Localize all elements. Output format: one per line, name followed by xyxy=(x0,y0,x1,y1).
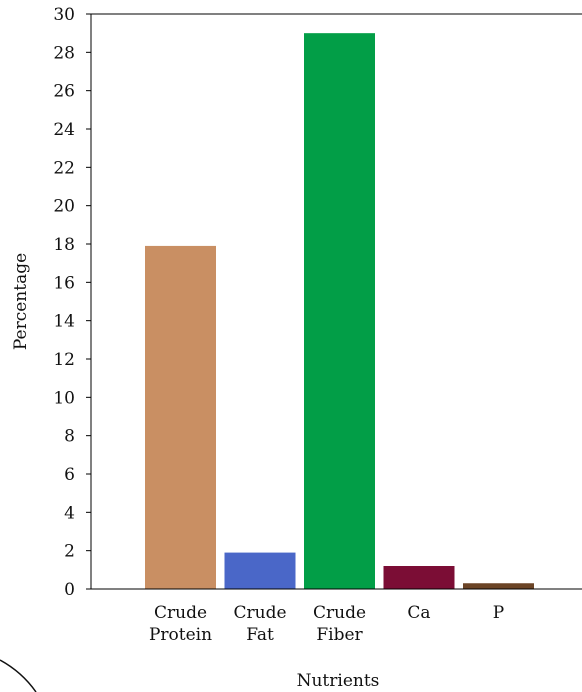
decorative-corner-curve xyxy=(0,659,37,692)
x-category-label: Fiber xyxy=(316,625,363,645)
y-tick-label: 6 xyxy=(64,465,75,485)
y-tick-label: 16 xyxy=(53,273,75,293)
y-tick-label: 10 xyxy=(53,388,75,408)
y-tick-label: 26 xyxy=(53,82,75,102)
bar xyxy=(304,33,375,589)
x-category-label: Crude xyxy=(154,603,207,623)
y-tick-label: 2 xyxy=(64,542,75,562)
y-tick-label: 20 xyxy=(53,197,75,217)
y-tick-label: 8 xyxy=(64,427,75,447)
y-axis-title: Percentage xyxy=(11,253,31,350)
y-tick-label: 28 xyxy=(53,43,75,63)
y-tick-label: 24 xyxy=(53,120,75,140)
x-category-label: Crude xyxy=(313,603,366,623)
x-category-label: P xyxy=(493,603,504,623)
y-tick-label: 18 xyxy=(53,235,75,255)
bar xyxy=(463,583,534,589)
bar xyxy=(145,245,216,589)
bar xyxy=(224,552,296,589)
y-tick-label: 12 xyxy=(53,350,75,370)
y-tick-label: 22 xyxy=(53,158,75,178)
bar xyxy=(383,566,455,589)
x-axis-title: Nutrients xyxy=(297,671,380,691)
y-tick-label: 0 xyxy=(64,580,75,600)
x-category-label: Protein xyxy=(149,625,212,645)
y-tick-label: 4 xyxy=(64,503,75,523)
y-tick-label: 30 xyxy=(53,5,75,25)
x-category-label: Crude xyxy=(233,603,286,623)
bars xyxy=(145,33,534,589)
y-tick-label: 14 xyxy=(53,312,75,332)
x-category-label: Ca xyxy=(407,603,430,623)
x-category-label: Fat xyxy=(246,625,274,645)
